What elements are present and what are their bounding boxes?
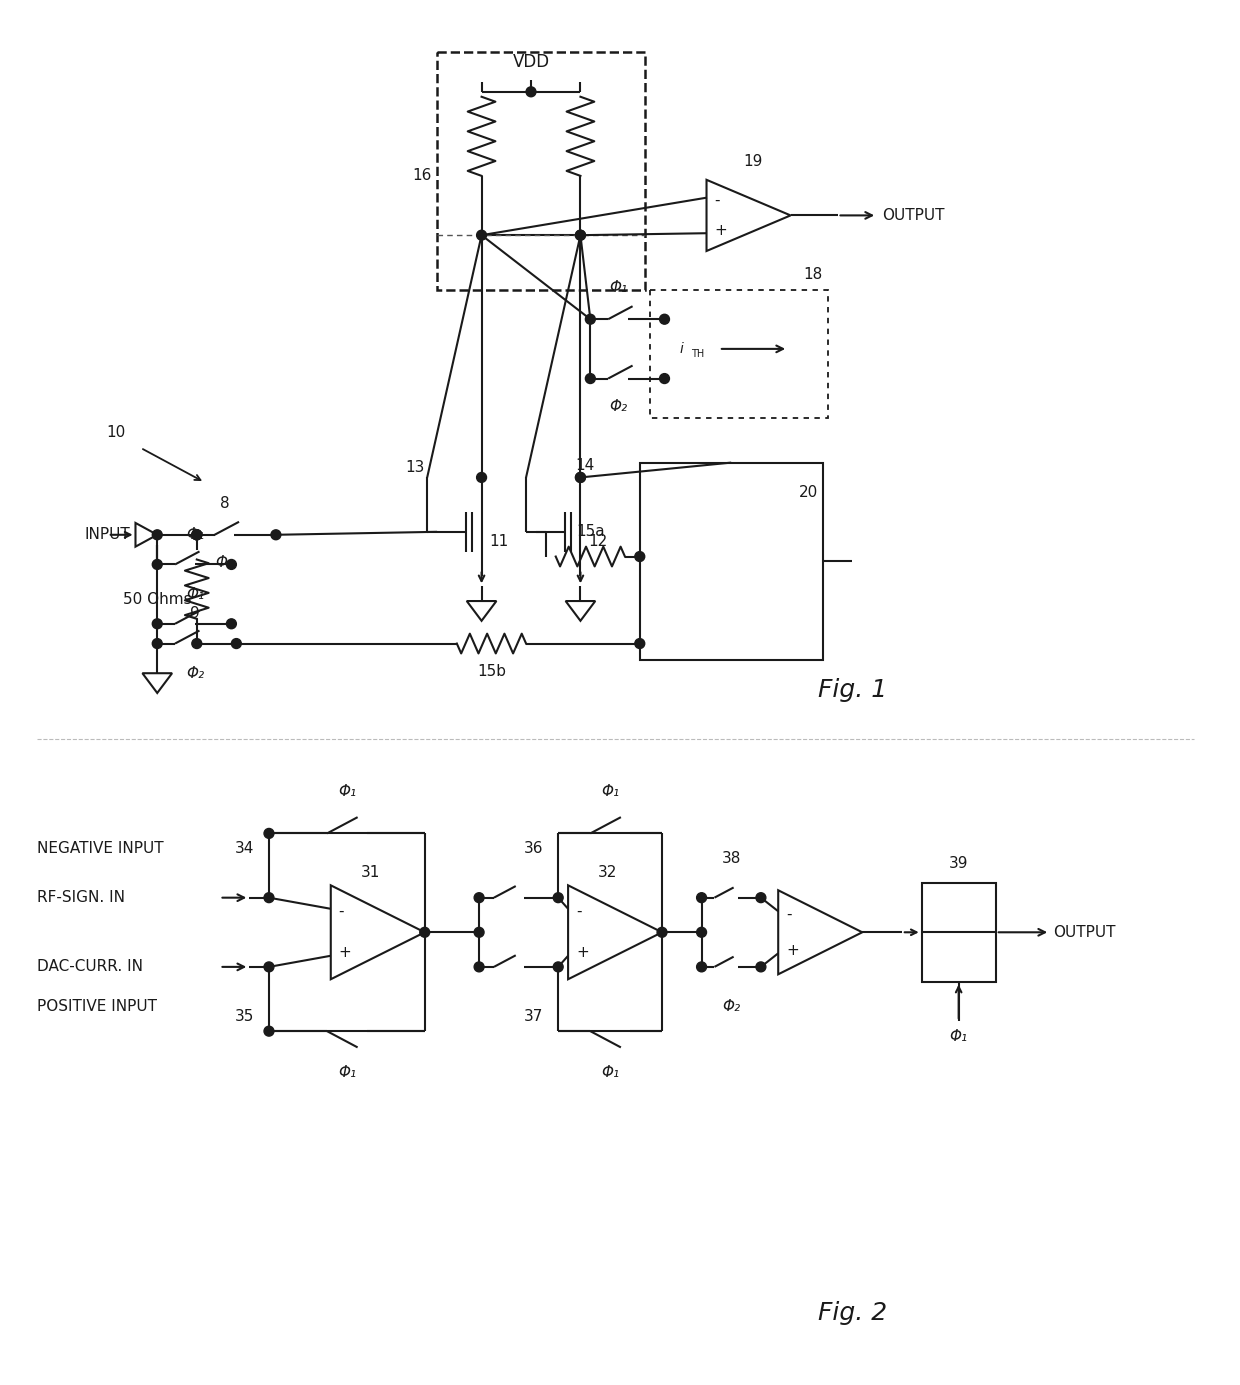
Text: 34: 34: [234, 841, 254, 856]
Circle shape: [585, 314, 595, 324]
Text: 19: 19: [744, 154, 763, 169]
Text: Φ₂: Φ₂: [216, 555, 233, 571]
Bar: [650, 289, 827, 418]
Circle shape: [553, 893, 563, 903]
Circle shape: [153, 619, 162, 629]
Text: 37: 37: [523, 1008, 543, 1024]
Circle shape: [476, 472, 486, 482]
Text: -: -: [786, 907, 791, 922]
Text: OUTPUT: OUTPUT: [1053, 925, 1116, 940]
Circle shape: [227, 560, 237, 569]
Text: Φ₁: Φ₁: [950, 1029, 967, 1044]
Text: 31: 31: [361, 866, 379, 881]
Text: Φ₂: Φ₂: [722, 999, 740, 1014]
Circle shape: [575, 230, 585, 240]
Text: i: i: [680, 342, 683, 356]
Circle shape: [474, 893, 484, 903]
Circle shape: [635, 551, 645, 561]
Circle shape: [272, 530, 280, 540]
Text: 35: 35: [234, 1008, 254, 1024]
Bar: [640, 463, 822, 661]
Circle shape: [227, 619, 237, 629]
Text: NEGATIVE INPUT: NEGATIVE INPUT: [37, 841, 164, 856]
Circle shape: [264, 828, 274, 838]
Circle shape: [264, 1026, 274, 1036]
Circle shape: [264, 893, 274, 903]
Circle shape: [585, 374, 595, 384]
Text: Φ₁: Φ₁: [337, 1065, 356, 1080]
Circle shape: [575, 472, 585, 482]
Text: Fig. 1: Fig. 1: [817, 679, 887, 702]
Circle shape: [660, 374, 670, 384]
Text: Fig. 2: Fig. 2: [817, 1301, 887, 1325]
Text: 13: 13: [404, 460, 424, 475]
Text: +: +: [577, 946, 589, 960]
Text: 20: 20: [799, 485, 817, 500]
Circle shape: [657, 928, 667, 938]
Bar: [921, 882, 996, 982]
Text: Φ₁: Φ₁: [186, 587, 203, 601]
Text: DAC-CURR. IN: DAC-CURR. IN: [37, 960, 143, 975]
Circle shape: [660, 314, 670, 324]
Text: 38: 38: [722, 850, 742, 866]
Text: OUTPUT: OUTPUT: [882, 208, 945, 223]
Circle shape: [474, 928, 484, 938]
Circle shape: [756, 893, 766, 903]
Circle shape: [526, 87, 536, 97]
Text: +: +: [714, 223, 727, 238]
Circle shape: [232, 638, 242, 648]
Text: 10: 10: [105, 425, 125, 440]
Circle shape: [192, 530, 202, 540]
Text: 36: 36: [523, 841, 543, 856]
Text: 32: 32: [598, 866, 618, 881]
Circle shape: [697, 893, 707, 903]
Text: 39: 39: [949, 856, 968, 871]
Text: Φ₁: Φ₁: [337, 784, 356, 799]
Circle shape: [697, 928, 707, 938]
Circle shape: [575, 230, 585, 240]
Circle shape: [192, 638, 202, 648]
Bar: [436, 53, 645, 289]
Circle shape: [153, 638, 162, 648]
Circle shape: [192, 530, 202, 540]
Circle shape: [575, 472, 585, 482]
Circle shape: [474, 963, 484, 972]
Text: 15a: 15a: [577, 525, 605, 539]
Text: Φ₁: Φ₁: [186, 528, 203, 543]
Text: 15b: 15b: [477, 663, 506, 679]
Text: Φ₂: Φ₂: [609, 399, 627, 414]
Text: 18: 18: [804, 267, 822, 283]
Text: Φ₁: Φ₁: [609, 280, 627, 295]
Text: Φ₂: Φ₂: [186, 666, 203, 680]
Text: +: +: [339, 946, 351, 960]
Circle shape: [476, 230, 486, 240]
Text: +: +: [786, 943, 799, 958]
Text: 8: 8: [219, 496, 229, 511]
Text: VDD: VDD: [512, 53, 549, 71]
Circle shape: [553, 963, 563, 972]
Text: RF-SIGN. IN: RF-SIGN. IN: [37, 891, 124, 906]
Text: TH: TH: [691, 349, 704, 359]
Circle shape: [153, 560, 162, 569]
Text: POSITIVE INPUT: POSITIVE INPUT: [37, 999, 156, 1014]
Text: -: -: [339, 904, 345, 920]
Text: Φ₁: Φ₁: [601, 1065, 619, 1080]
Text: 16: 16: [413, 169, 432, 183]
Circle shape: [635, 638, 645, 648]
Circle shape: [756, 963, 766, 972]
Text: 9: 9: [190, 607, 200, 622]
Circle shape: [192, 530, 202, 540]
Text: -: -: [577, 904, 582, 920]
Text: 12: 12: [588, 535, 608, 550]
Text: 11: 11: [490, 535, 508, 550]
Text: INPUT: INPUT: [84, 528, 130, 543]
Text: 14: 14: [575, 457, 595, 472]
Circle shape: [153, 530, 162, 540]
Text: Φ₁: Φ₁: [601, 784, 619, 799]
Circle shape: [420, 928, 429, 938]
Text: -: -: [714, 193, 720, 208]
Text: 50 Ohms: 50 Ohms: [123, 591, 191, 607]
Circle shape: [697, 963, 707, 972]
Circle shape: [264, 963, 274, 972]
